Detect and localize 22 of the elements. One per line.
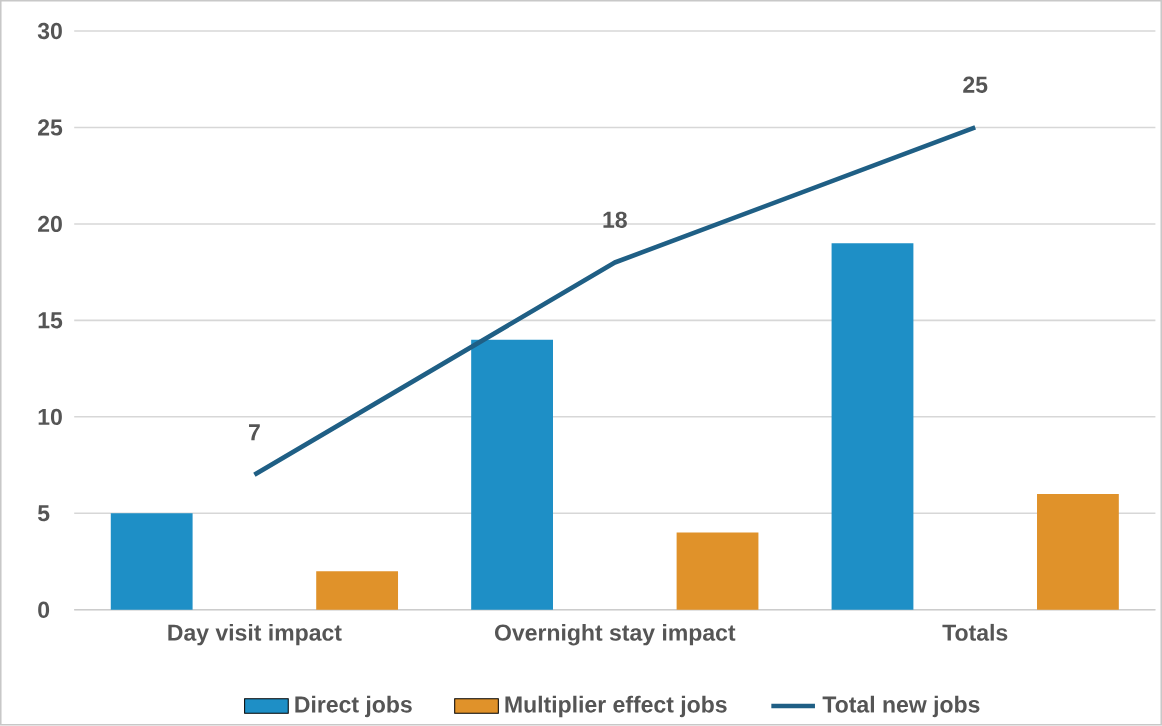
bar [471, 339, 553, 610]
bar [1037, 493, 1119, 610]
x-tick-label: Totals [942, 623, 1008, 641]
bar [110, 513, 193, 610]
bar [676, 532, 759, 610]
y-tick-label: 30 [37, 22, 62, 39]
y-tick-label: 20 [38, 215, 62, 232]
x-tick-label: Day visit impact [168, 623, 342, 646]
data-label: 7 [249, 424, 260, 440]
y-tick-label: 25 [38, 119, 63, 136]
y-tick-label: 5 [37, 505, 50, 522]
x-tick-label: Overnight stay impact [494, 623, 736, 646]
y-tick-label: 10 [38, 408, 62, 425]
data-label: 25 [963, 76, 988, 93]
y-tick-label: 15 [38, 312, 63, 329]
y-tick-label: 0 [38, 601, 50, 618]
bar [831, 242, 914, 610]
legend-label: Total new jobs [822, 695, 980, 717]
legend-label: Direct jobs [295, 695, 412, 717]
bar [316, 570, 399, 610]
legend-label: Multiplier effect jobs [505, 695, 727, 717]
data-label: 18 [603, 211, 627, 228]
